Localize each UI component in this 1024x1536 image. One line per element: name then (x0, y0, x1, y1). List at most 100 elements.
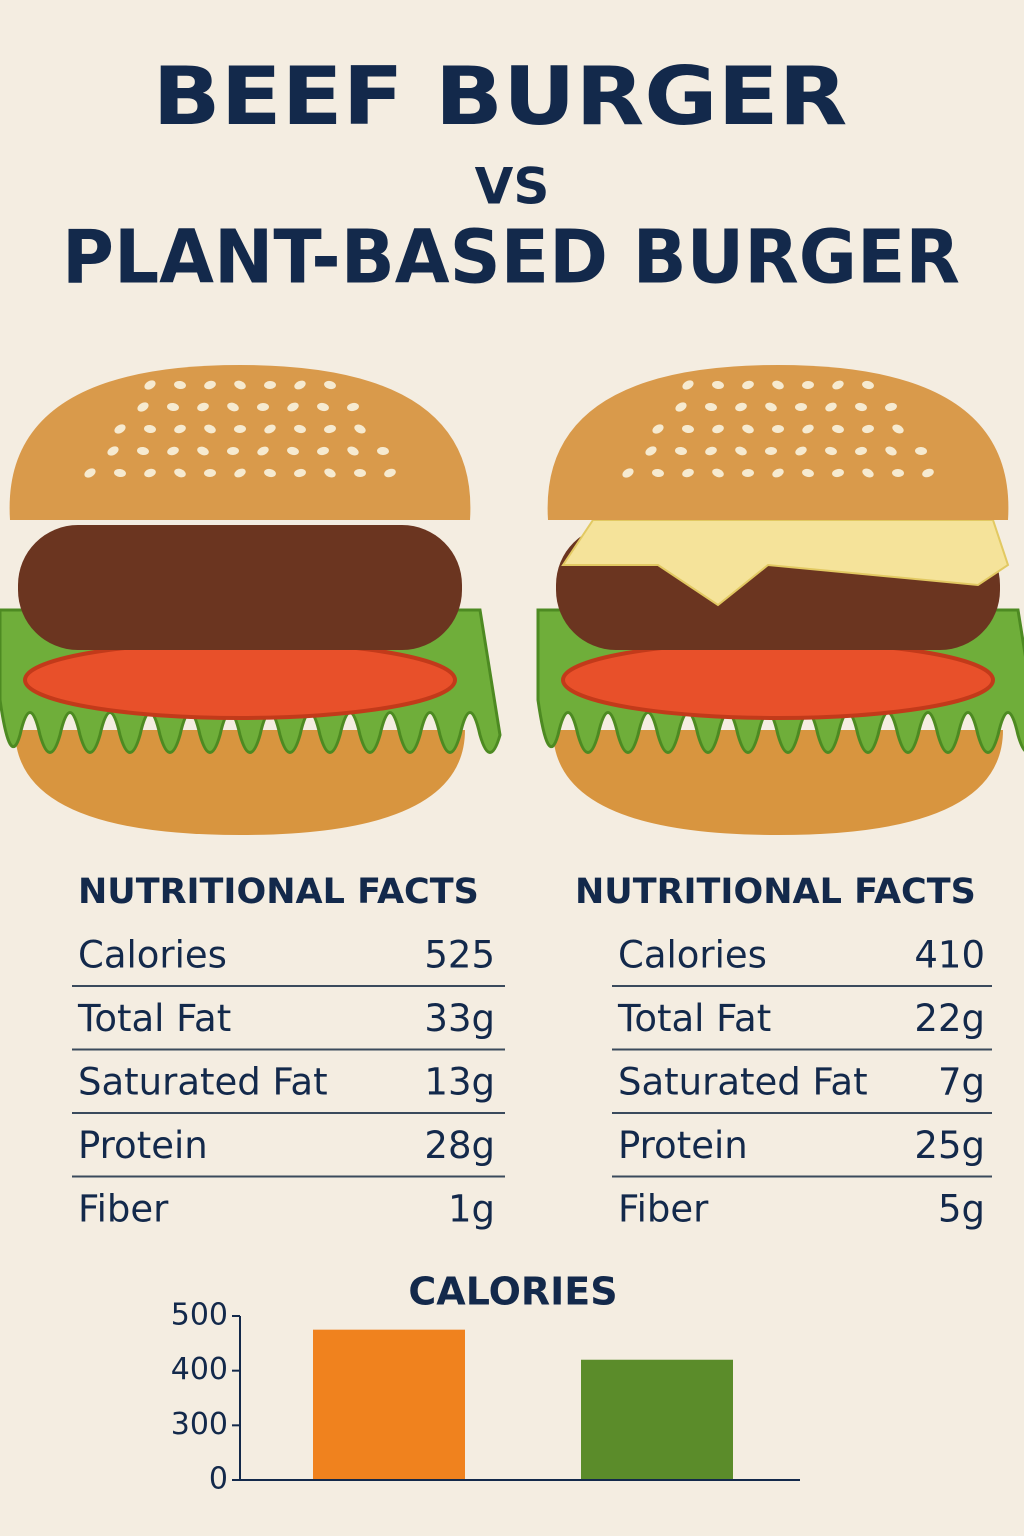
sesame-seed (675, 446, 687, 456)
sesame-seed (652, 468, 664, 478)
row-value: 7g (938, 1061, 985, 1104)
sesame-seed (772, 424, 784, 434)
sesame-seed (197, 402, 209, 412)
table-heading: NUTRITIONAL FACTS (78, 872, 479, 912)
sesame-seed (114, 468, 126, 478)
sesame-seed (832, 468, 844, 478)
sesame-seed (795, 446, 807, 456)
sesame-seed (257, 446, 269, 456)
sesame-seed (294, 380, 306, 390)
row-value: 25g (914, 1124, 985, 1167)
sesame-seed (204, 468, 216, 478)
sesame-seed (347, 446, 359, 456)
sesame-seed (712, 380, 724, 390)
title: BEEF BURGER (153, 50, 848, 143)
row-value: 13g (424, 1061, 495, 1104)
sesame-seed (622, 468, 634, 478)
sesame-seed (832, 380, 844, 390)
sesame-seed (354, 424, 366, 434)
row-label: Fiber (78, 1188, 169, 1231)
sesame-seed (317, 402, 329, 412)
sesame-seed (234, 468, 246, 478)
bottom-bun (553, 730, 1003, 835)
sesame-seed (144, 468, 156, 478)
sesame-seed (825, 446, 837, 456)
patty (18, 525, 462, 650)
sesame-seed (144, 380, 156, 390)
sesame-seed (802, 468, 814, 478)
burger-illustration (0, 365, 502, 835)
row-value: 33g (424, 997, 495, 1040)
sesame-seed (324, 468, 336, 478)
sesame-seed (795, 402, 807, 412)
sesame-seed (712, 468, 724, 478)
sesame-seed (324, 424, 336, 434)
sesame-seed (675, 402, 687, 412)
table-heading: NUTRITIONAL FACTS (575, 872, 976, 912)
sesame-seed (772, 468, 784, 478)
row-label: Calories (78, 934, 227, 977)
sesame-seed (802, 424, 814, 434)
sesame-seed (107, 446, 119, 456)
sesame-seed (892, 468, 904, 478)
bar (581, 1359, 733, 1480)
sesame-seed (377, 446, 389, 456)
sesame-seed (174, 424, 186, 434)
subtitle: PLANT-BASED BURGER (62, 215, 960, 301)
y-tick-label: 300 (171, 1407, 228, 1442)
sesame-seed (682, 468, 694, 478)
row-value: 410 (914, 934, 985, 977)
sesame-seed (324, 380, 336, 390)
sesame-seed (294, 468, 306, 478)
sesame-seed (862, 468, 874, 478)
sesame-seed (204, 424, 216, 434)
sesame-seed (802, 380, 814, 390)
sesame-seed (712, 424, 724, 434)
sesame-seed (742, 380, 754, 390)
row-value: 525 (424, 934, 495, 977)
sesame-seed (287, 402, 299, 412)
sesame-seed (652, 424, 664, 434)
row-label: Fiber (618, 1188, 709, 1231)
sesame-seed (264, 380, 276, 390)
y-tick-label: 0 (209, 1462, 228, 1497)
y-tick-label: 500 (171, 1298, 228, 1333)
tomato (561, 640, 995, 720)
sesame-seed (264, 424, 276, 434)
sesame-seed (234, 424, 246, 434)
sesame-seed (294, 424, 306, 434)
sesame-seed (354, 468, 366, 478)
sesame-seed (885, 402, 897, 412)
sesame-seed (84, 468, 96, 478)
sesame-seed (137, 446, 149, 456)
sesame-seed (204, 380, 216, 390)
separator: VS (475, 158, 550, 216)
sesame-seed (174, 468, 186, 478)
sesame-seed (317, 446, 329, 456)
y-tick-label: 400 (171, 1352, 228, 1387)
sesame-seed (915, 446, 927, 456)
sesame-seed (144, 424, 156, 434)
sesame-seed (742, 468, 754, 478)
row-value: 28g (424, 1124, 495, 1167)
row-value: 22g (914, 997, 985, 1040)
sesame-seed (855, 446, 867, 456)
sesame-seed (742, 424, 754, 434)
sesame-seed (892, 424, 904, 434)
row-value: 1g (448, 1188, 495, 1231)
sesame-seed (287, 446, 299, 456)
sesame-seed (227, 402, 239, 412)
row-label: Saturated Fat (618, 1061, 868, 1104)
bottom-bun (15, 730, 465, 835)
sesame-seed (174, 380, 186, 390)
row-label: Protein (618, 1124, 748, 1167)
sesame-seed (682, 380, 694, 390)
sesame-seed (855, 402, 867, 412)
sesame-seed (227, 446, 239, 456)
row-label: Total Fat (617, 997, 771, 1040)
sesame-seed (765, 402, 777, 412)
row-label: Protein (78, 1124, 208, 1167)
sesame-seed (885, 446, 897, 456)
chart-title: CALORIES (408, 1270, 617, 1314)
